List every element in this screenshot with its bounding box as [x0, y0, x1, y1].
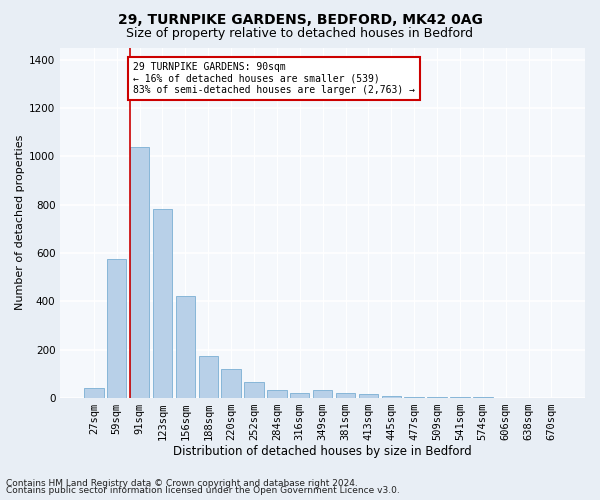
Bar [359, 394, 378, 398]
Bar [130, 146, 149, 398]
Bar [382, 396, 401, 398]
Bar [404, 397, 424, 398]
Text: Size of property relative to detached houses in Bedford: Size of property relative to detached ho… [127, 28, 473, 40]
Bar [107, 259, 127, 398]
Text: Contains HM Land Registry data © Crown copyright and database right 2024.: Contains HM Land Registry data © Crown c… [6, 478, 358, 488]
Text: Contains public sector information licensed under the Open Government Licence v3: Contains public sector information licen… [6, 486, 400, 495]
Bar [176, 296, 195, 398]
Bar [313, 390, 332, 398]
Y-axis label: Number of detached properties: Number of detached properties [15, 135, 25, 310]
Bar [84, 388, 104, 398]
Text: 29, TURNPIKE GARDENS, BEDFORD, MK42 0AG: 29, TURNPIKE GARDENS, BEDFORD, MK42 0AG [118, 12, 482, 26]
Bar [221, 369, 241, 398]
Text: 29 TURNPIKE GARDENS: 90sqm
← 16% of detached houses are smaller (539)
83% of sem: 29 TURNPIKE GARDENS: 90sqm ← 16% of deta… [133, 62, 415, 95]
Bar [290, 393, 310, 398]
Bar [427, 397, 447, 398]
Bar [244, 382, 264, 398]
Bar [199, 356, 218, 398]
Bar [267, 390, 287, 398]
Bar [153, 210, 172, 398]
Bar [336, 393, 355, 398]
X-axis label: Distribution of detached houses by size in Bedford: Distribution of detached houses by size … [173, 444, 472, 458]
